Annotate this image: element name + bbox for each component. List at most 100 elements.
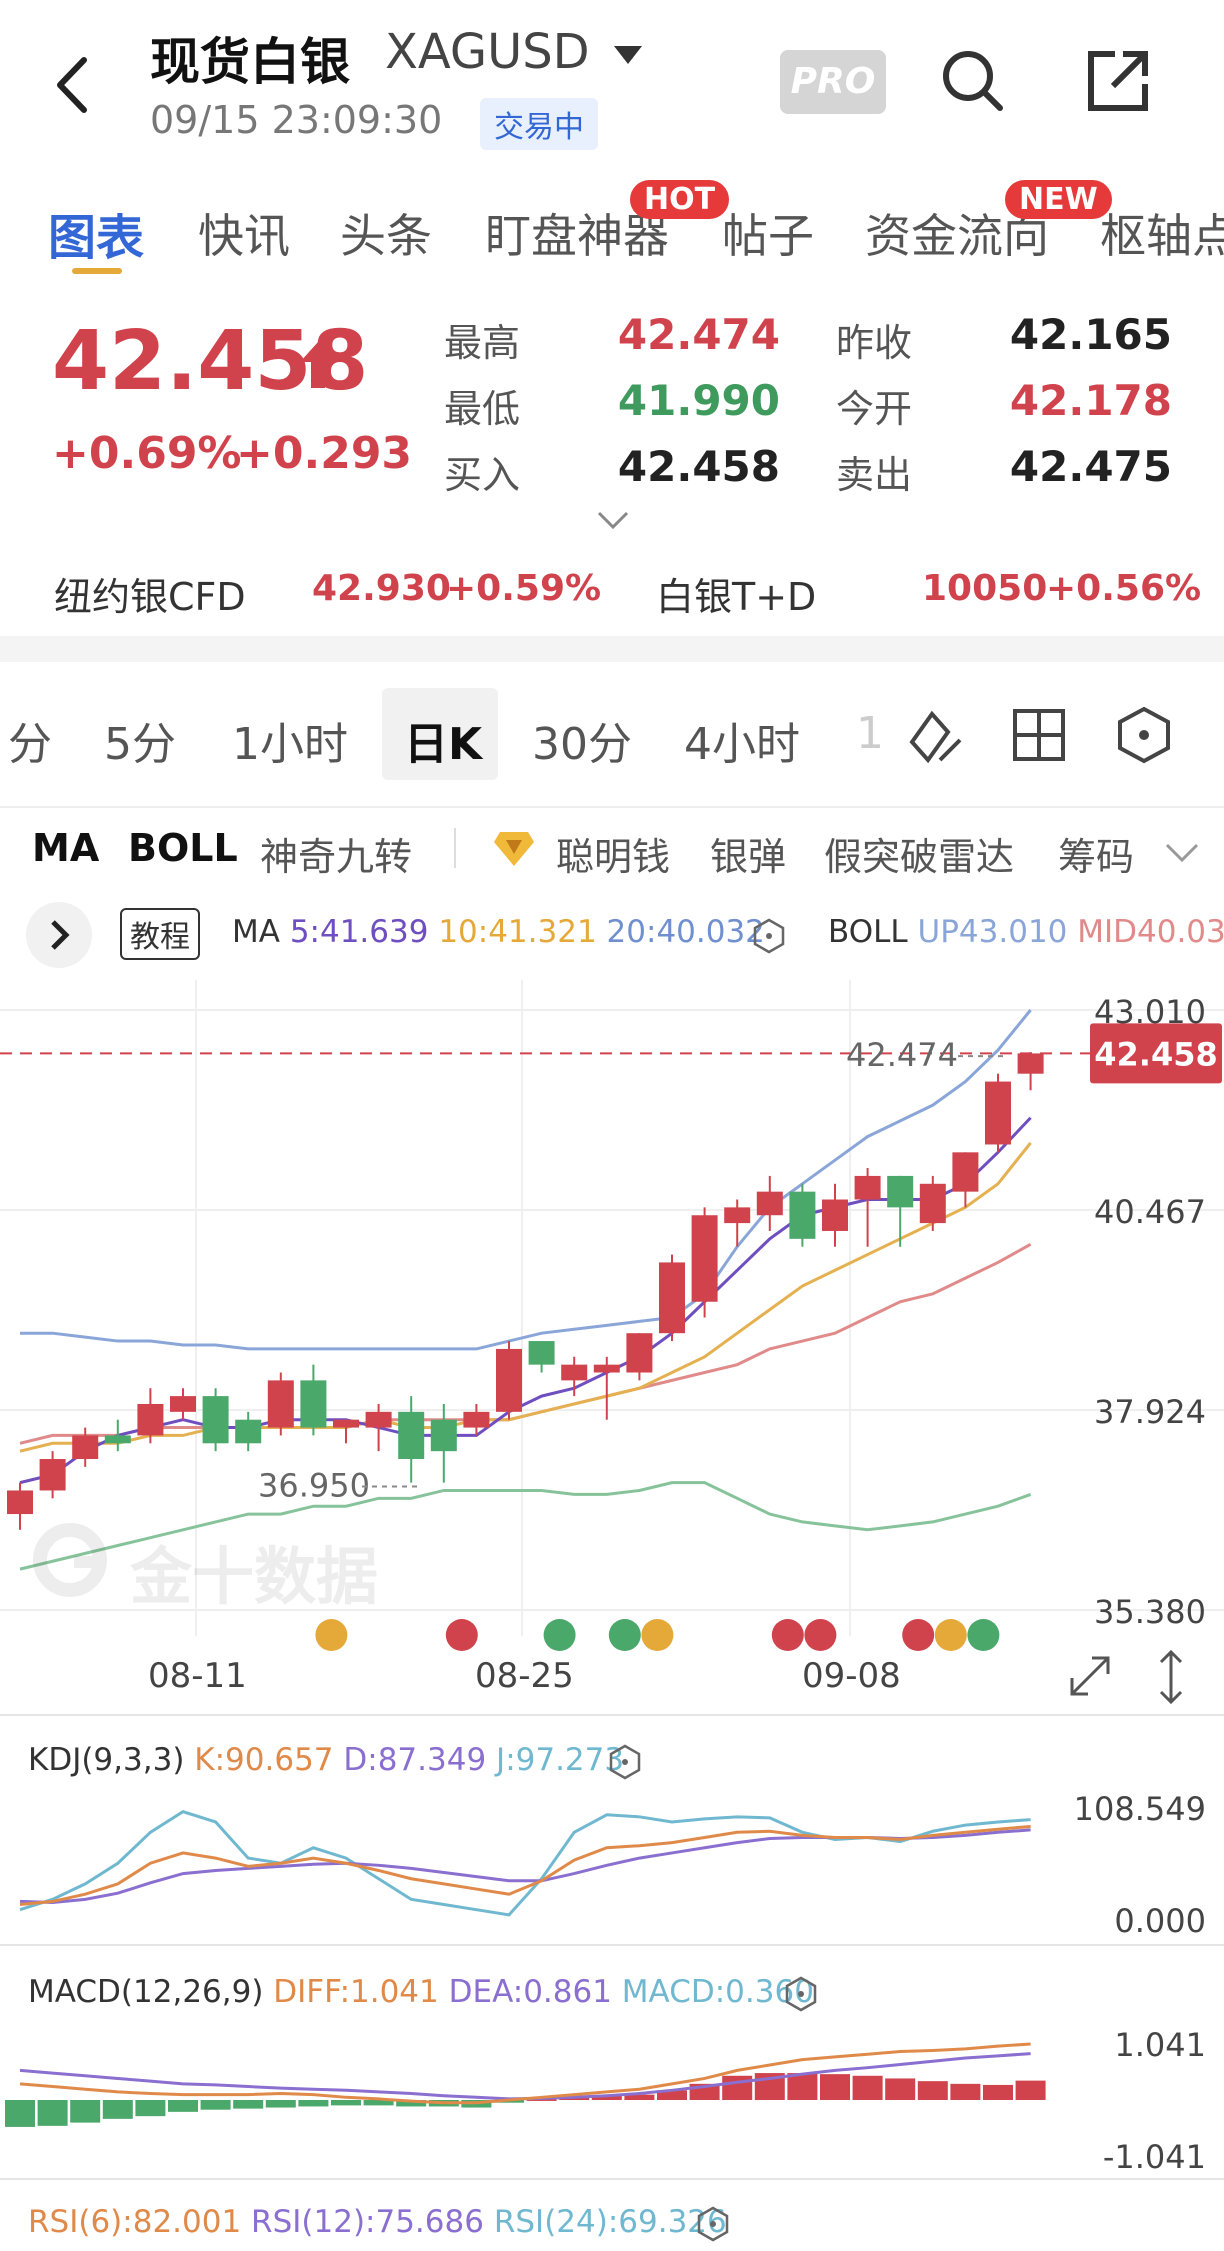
indicator-separator [454,828,456,868]
macd-dea-value: DEA:0.861 [448,1974,612,2010]
macd-diff-line [19,2042,1031,2105]
related-name-2[interactable]: 白银T+D [656,575,817,619]
collapse-toggle-button[interactable] [26,902,92,968]
kdj-k-value: K:90.657 [194,1742,334,1778]
kdj-chart[interactable]: 108.549 0.000 [0,1790,1224,1940]
ma-settings-icon[interactable] [752,918,786,954]
kdj-y-tick: 108.549 [1074,1790,1206,1828]
kdj-j-line [19,1810,1031,1917]
related-name-1[interactable]: 纽约银CFD [54,575,246,619]
period-daily[interactable]: 日K [404,719,483,770]
indicator-smart-money[interactable]: 聪明钱 [556,835,671,879]
macd-bar [298,2100,329,2107]
candlestick-chart[interactable]: 43.01040.46737.92435.38042.45842.47436.9… [0,980,1224,1720]
vertical-scale-icon[interactable] [1154,1648,1188,1706]
x-tick-3: 09-08 [802,1656,901,1696]
back-arrow-icon[interactable] [50,52,98,118]
candle-body [300,1380,327,1428]
candle-body [789,1191,816,1239]
macd-chart[interactable]: 1.041 -1.041 [0,2020,1224,2180]
caret-down-icon[interactable] [612,44,644,66]
ma10-value: 10:41.321 [438,914,597,950]
candle-body [854,1175,881,1200]
period-1hour[interactable]: 1小时 [232,719,348,770]
tab-market-monitor[interactable]: 盯盘神器 [485,209,669,263]
search-icon[interactable] [940,48,1006,114]
x-tick-1: 08-11 [148,1656,247,1696]
expand-chevron-icon[interactable] [596,510,630,530]
settings-hexagon-icon[interactable] [1116,706,1172,764]
current-price-label: 42.458 [1094,1035,1217,1073]
macd-bar [624,2094,655,2100]
rsi12-value: RSI(12):75.686 [251,2204,484,2240]
y-tick-label: 35.380 [1094,1593,1206,1631]
tab-pivot-points[interactable]: 枢轴点 [1100,209,1224,263]
tab-headlines[interactable]: 头条 [340,209,432,263]
rsi-legend: RSI(6):82.001 RSI(12):75.686 RSI(24):69.… [28,2204,727,2240]
indicator-chips[interactable]: 筹码 [1058,835,1135,879]
tutorial-button[interactable]: 教程 [120,908,200,960]
macd-bar [1015,2080,1046,2100]
macd-bar [591,2095,622,2100]
candle-body [593,1364,620,1373]
candle-body [104,1435,131,1444]
tab-posts[interactable]: 帖子 [722,209,814,263]
macd-bar [102,2100,133,2119]
indicator-ma[interactable]: MA [32,826,100,870]
boll-label: BOLL [828,914,908,950]
macd-bar [820,2074,850,2100]
ask-value: 42.475 [1009,442,1172,491]
related-price-1: 42.930 [312,568,451,609]
candle-body [333,1419,359,1428]
macd-bar [135,2100,166,2117]
current-price-tag [1090,1023,1222,1084]
share-icon[interactable] [1085,48,1151,114]
period-1min[interactable]: 分 [8,719,52,770]
pro-badge[interactable]: PRO [780,50,886,114]
indicator-fake-breakout[interactable]: 假突破雷达 [824,835,1015,879]
fullscreen-icon[interactable] [1064,1650,1116,1702]
indicator-boll[interactable]: BOLL [128,826,238,870]
chevron-down-icon[interactable] [1164,842,1200,864]
kdj-y-tick: 0.000 [1114,1902,1206,1940]
high-value: 42.474 [617,310,780,359]
candle-body [887,1175,914,1208]
high-label: 最高 [444,321,521,365]
candle-body [561,1364,588,1381]
kdj-settings-icon[interactable] [608,1744,642,1780]
macd-bar [657,2090,687,2100]
y-tick-label: 40.467 [1094,1193,1206,1231]
candle-body [235,1419,262,1444]
tab-news-flash[interactable]: 快讯 [198,209,290,263]
indicator-silver-bullet[interactable]: 银弹 [710,835,787,879]
x-axis: 08-11 08-25 09-08 [0,1636,1224,1716]
instrument-symbol[interactable]: XAGUSD [385,24,590,80]
ma-label: MA [232,914,280,950]
tab-chart[interactable]: 图表 [48,210,145,266]
candle-body [724,1207,751,1224]
trading-status-badge: 交易中 [480,98,598,150]
layout-grid-icon[interactable] [1012,708,1066,762]
period-4hour[interactable]: 4小时 [684,719,800,770]
header: 现货白银 XAGUSD 09/15 23:09:30 交易中 PRO [0,0,1224,170]
period-30min[interactable]: 30分 [532,719,632,770]
candle-body [691,1215,718,1302]
macd-bar [331,2100,361,2106]
change-amount: +0.293 [236,428,413,479]
macd-bar [363,2100,394,2106]
divider [0,806,1224,808]
macd-bar [852,2075,883,2100]
signal-dot [804,1619,837,1651]
macd-settings-icon[interactable] [784,1976,818,2012]
divider [0,1944,1224,1946]
prev-close-label: 昨收 [836,321,913,365]
indicator-td9[interactable]: 神奇九转 [260,835,413,879]
rsi-settings-icon[interactable] [696,2206,730,2242]
price-up-arrow-icon [300,342,336,388]
period-5min[interactable]: 5分 [104,719,176,770]
open-value: 42.178 [1009,376,1172,425]
period-more[interactable]: 1 [856,708,884,759]
tab-active-indicator [72,268,122,274]
draw-tool-icon[interactable] [906,706,962,766]
divider [0,2178,1224,2180]
